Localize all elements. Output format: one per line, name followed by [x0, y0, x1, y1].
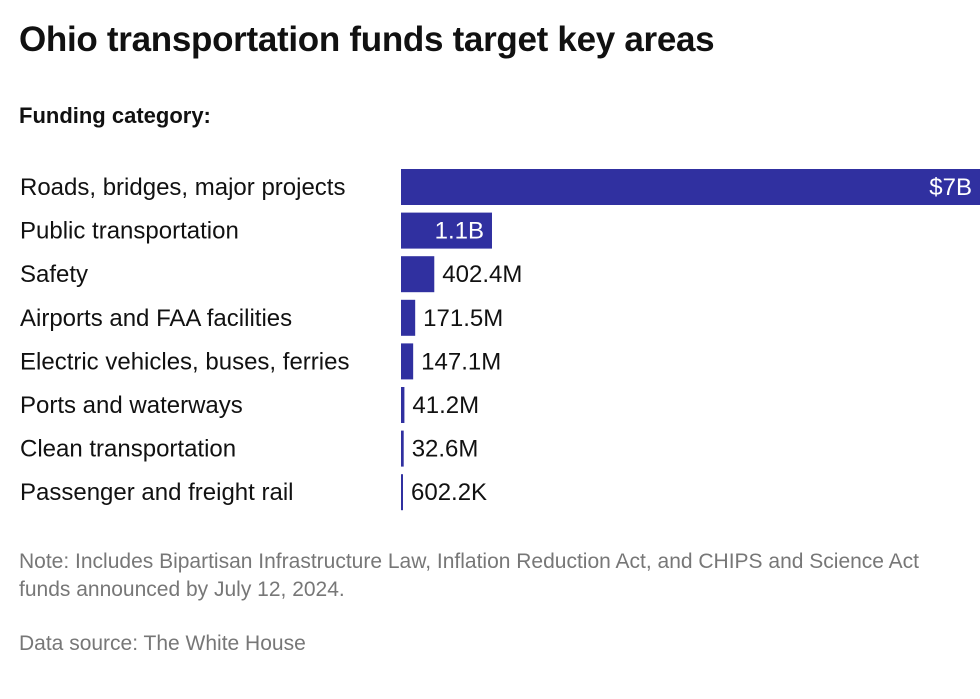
chart-title: Ohio transportation funds target key are…: [19, 20, 715, 59]
category-label: Public transportation: [20, 218, 239, 245]
value-label: 41.2M: [412, 392, 479, 419]
bar: [401, 169, 980, 205]
bar: [401, 212, 492, 249]
value-label: 147.1M: [421, 348, 501, 375]
category-label: Electric vehicles, buses, ferries: [20, 348, 349, 375]
chart-subtitle: Funding category:: [19, 103, 211, 128]
bar: [401, 299, 416, 336]
bar: [401, 474, 403, 511]
category-label: Clean transportation: [20, 436, 236, 463]
value-label: 602.2K: [411, 479, 487, 506]
value-label: 1.1B: [435, 218, 484, 245]
bar: [401, 430, 404, 467]
chart-note: Note: Includes Bipartisan Infrastructure…: [19, 550, 919, 601]
category-label: Roads, bridges, major projects: [20, 174, 345, 201]
data-source: Data source: The White House: [19, 632, 306, 655]
category-label: Ports and waterways: [20, 392, 243, 419]
category-label: Airports and FAA facilities: [20, 305, 292, 332]
category-label: Passenger and freight rail: [20, 479, 294, 506]
bar: [401, 343, 414, 380]
value-label: 171.5M: [423, 305, 503, 332]
bar: [401, 387, 405, 423]
value-label: 32.6M: [412, 436, 479, 463]
value-label: $7B: [929, 174, 972, 201]
category-label: Safety: [20, 261, 88, 288]
bar-chart: Roads, bridges, major projects $7B Public …: [20, 169, 980, 511]
bar: [401, 256, 435, 293]
value-label: 402.4M: [442, 261, 522, 288]
